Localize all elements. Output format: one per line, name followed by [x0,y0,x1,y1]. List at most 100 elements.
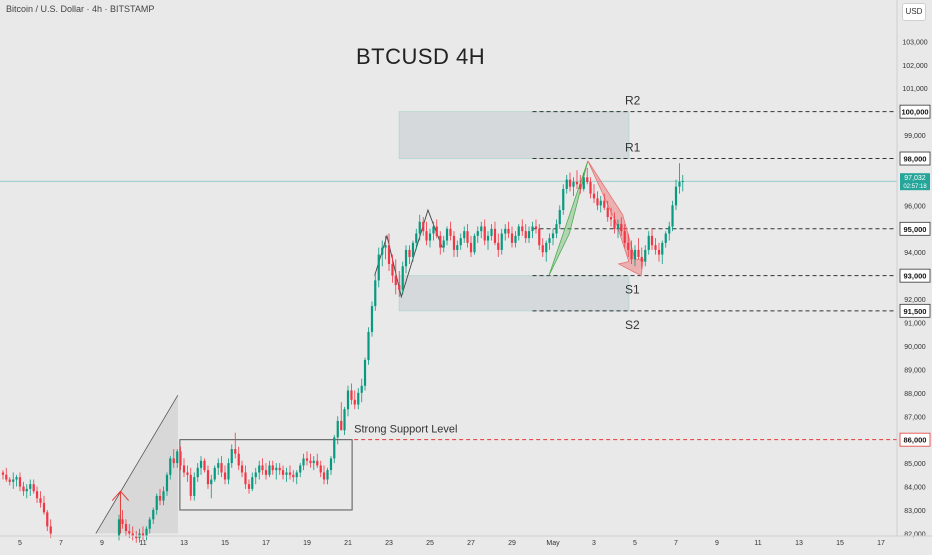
candle-body[interactable] [428,233,432,241]
candle-body[interactable] [394,275,397,286]
candle-body[interactable] [155,495,158,510]
candle-body[interactable] [534,226,538,229]
candle-body[interactable] [360,385,363,393]
candle-body[interactable] [8,479,11,482]
candle-body[interactable] [169,458,172,475]
candle-body[interactable] [121,519,124,525]
candle-body[interactable] [514,235,517,243]
candle-body[interactable] [176,451,179,464]
candle-body[interactable] [558,210,561,225]
candle-body[interactable] [674,186,678,206]
candle-body[interactable] [524,231,527,239]
candle-body[interactable] [213,467,216,480]
candle-body[interactable] [237,453,240,466]
candle-body[interactable] [179,451,182,466]
candle-body[interactable] [398,285,401,290]
candle-body[interactable] [124,524,128,532]
candle-body[interactable] [435,226,438,236]
candle-body[interactable] [5,474,8,480]
candle-body[interactable] [285,472,288,475]
candle-body[interactable] [586,177,589,182]
candle-body[interactable] [258,465,261,473]
candle-body[interactable] [490,228,493,236]
candle-body[interactable] [415,233,418,243]
candle-body[interactable] [592,193,596,199]
candle-body[interactable] [158,495,162,501]
candle-body[interactable] [128,531,131,534]
candle-body[interactable] [473,235,476,253]
candle-body[interactable] [374,280,377,307]
candle-body[interactable] [603,200,606,208]
candle-body[interactable] [350,390,353,400]
candle-body[interactable] [387,245,391,264]
candle-body[interactable] [199,460,203,468]
candle-body[interactable] [322,472,326,480]
candle-body[interactable] [562,188,565,211]
candle-body[interactable] [483,226,486,241]
candle-body[interactable] [240,465,244,473]
candle-body[interactable] [445,228,449,241]
candle-body[interactable] [381,247,384,255]
candle-body[interactable] [623,231,626,243]
candle-body[interactable] [162,491,165,501]
candle-body[interactable] [32,484,35,492]
candle-body[interactable] [504,228,507,234]
candle-body[interactable] [589,181,592,194]
candle-body[interactable] [367,331,370,361]
candle-body[interactable] [486,235,490,241]
candle-body[interactable] [418,221,421,234]
candle-body[interactable] [575,181,579,185]
candle-body[interactable] [206,470,210,485]
candle-body[interactable] [531,226,534,232]
candle-body[interactable] [476,231,479,236]
candle-body[interactable] [22,486,25,492]
candle-body[interactable] [49,526,52,534]
candle-body[interactable] [657,249,661,255]
candle-body[interactable] [353,399,356,405]
candle-body[interactable] [377,254,380,281]
candle-body[interactable] [288,472,292,475]
candle-body[interactable] [42,502,46,513]
candle-body[interactable] [442,240,445,248]
candle-body[interactable] [148,519,151,529]
candle-body[interactable] [210,479,213,485]
candle-body[interactable] [268,465,271,475]
candle-body[interactable] [227,463,230,480]
candle-body[interactable] [196,467,199,478]
candle-body[interactable] [247,484,251,489]
candle-body[interactable] [281,470,285,475]
candle-body[interactable] [316,460,319,466]
candle-body[interactable] [117,519,121,536]
candle-body[interactable] [493,228,497,243]
candle-body[interactable] [193,477,196,496]
candle-body[interactable] [230,449,233,464]
candle-body[interactable] [336,420,339,438]
candle-body[interactable] [541,245,544,253]
zone-rect[interactable] [398,275,630,312]
candle-body[interactable] [234,449,237,454]
candle-body[interactable] [538,228,541,246]
candle-body[interactable] [439,235,442,248]
candle-body[interactable] [220,463,223,473]
candle-body[interactable] [363,360,367,386]
candle-body[interactable] [620,224,623,232]
bearish-arrow-shape[interactable] [587,160,644,277]
candle-body[interactable] [582,177,585,189]
candle-body[interactable] [545,242,548,253]
candle-body[interactable] [39,498,42,503]
candle-body[interactable] [401,266,404,290]
candle-body[interactable] [671,205,674,227]
candle-body[interactable] [527,231,531,239]
candle-body[interactable] [340,420,343,431]
candle-body[interactable] [292,474,295,478]
candle-body[interactable] [141,533,145,536]
candle-body[interactable] [599,200,602,206]
candle-body[interactable] [264,470,268,475]
candle-body[interactable] [145,528,148,536]
candle-body[interactable] [223,472,227,480]
candle-body[interactable] [681,181,684,183]
candle-body[interactable] [452,235,456,250]
candle-body[interactable] [469,242,473,253]
candle-body[interactable] [165,474,169,492]
